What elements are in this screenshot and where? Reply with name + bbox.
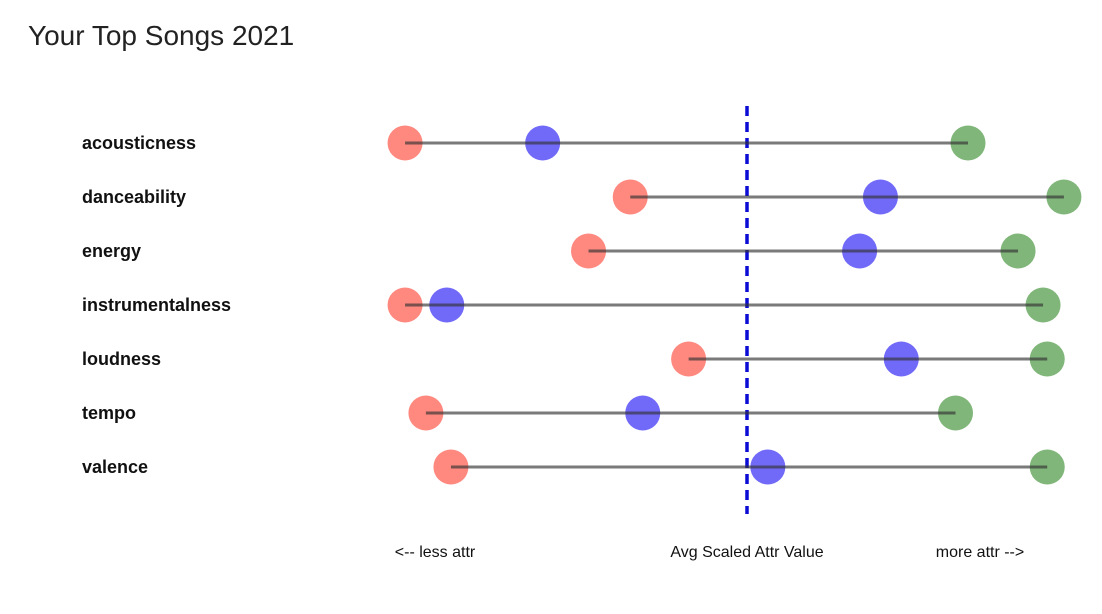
category-label-tempo: tempo	[82, 403, 136, 423]
axis-note-right: more attr -->	[936, 544, 1024, 561]
category-label-acousticness: acousticness	[82, 133, 196, 153]
rows-layer	[387, 125, 1082, 485]
category-label-loudness: loudness	[82, 349, 161, 369]
chart-title: Your Top Songs 2021	[28, 20, 295, 51]
category-label-valence: valence	[82, 457, 148, 477]
axis-note-center: Avg Scaled Attr Value	[670, 544, 823, 561]
axis-note-left: <-- less attr	[395, 544, 476, 561]
point-series-3-energy	[1000, 233, 1036, 269]
dumbbell-row-acousticness	[387, 125, 986, 161]
category-label-energy: energy	[82, 241, 141, 261]
dumbbell-row-tempo	[408, 395, 973, 431]
category-labels: acousticness danceability energy instrument…	[82, 133, 231, 477]
dumbbell-row-loudness	[671, 341, 1065, 377]
axis-notes: <-- less attr Avg Scaled Attr Value more…	[395, 544, 1024, 561]
dumbbell-row-energy	[571, 233, 1036, 269]
dumbbell-row-valence	[433, 449, 1065, 485]
dumbbell-row-instrumentalness	[387, 287, 1061, 323]
dumbbell-row-danceability	[612, 179, 1082, 215]
category-label-instrumentalness: instrumentalness	[82, 295, 231, 315]
category-label-danceability: danceability	[82, 187, 186, 207]
